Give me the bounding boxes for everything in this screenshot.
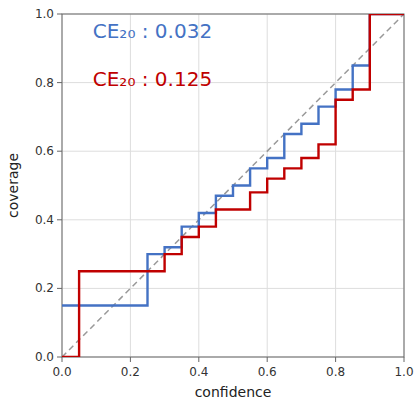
y-tick-label: 0.6 [35, 144, 54, 158]
y-tick [57, 82, 62, 83]
x-tick [130, 357, 131, 362]
y-tick [57, 357, 62, 358]
x-tick-label: 0.4 [189, 365, 208, 379]
grid-line-y [62, 151, 404, 152]
chart: 0.0 0.2 0.4 0.6 0.8 1.0 0.0 0.2 0.4 0.6 0.8 1.0 conf… [0, 0, 420, 409]
x-tick [267, 357, 268, 362]
annotation: CE₂₀ : 0.125 [93, 67, 212, 91]
grid [62, 14, 404, 357]
y-tick [57, 219, 62, 220]
y-tick-label: 0.4 [35, 213, 54, 227]
step-line [62, 14, 404, 306]
plot-frame [62, 14, 404, 357]
x-tick-label: 0.0 [52, 365, 71, 379]
x-tick-label: 0.6 [258, 365, 277, 379]
x-tick [404, 357, 405, 362]
grid-line-y [62, 288, 404, 289]
y-tick-label: 1.0 [35, 7, 54, 21]
step-line [62, 14, 404, 357]
grid-line-x [335, 14, 336, 357]
x-tick [62, 357, 63, 362]
plot-area [62, 14, 404, 357]
grid-line-x [198, 14, 199, 357]
reference-line [62, 14, 404, 357]
annotation: CE₂₀ : 0.032 [93, 19, 212, 43]
y-axis-label: coverage [5, 153, 21, 218]
axes: 0.0 0.2 0.4 0.6 0.8 1.0 0.0 0.2 0.4 0.6 0.8 1.0 [35, 7, 414, 379]
y-tick [57, 14, 62, 15]
x-tick [335, 357, 336, 362]
x-tick-label: 0.8 [326, 365, 345, 379]
y-tick-label: 0.0 [35, 350, 54, 364]
y-tick-label: 0.8 [35, 76, 54, 90]
x-axis-label: confidence [195, 384, 272, 400]
x-tick-label: 1.0 [394, 365, 413, 379]
x-tick [198, 357, 199, 362]
grid-line-y [62, 219, 404, 220]
y-tick-label: 0.2 [35, 281, 54, 295]
series-group [62, 14, 404, 357]
y-tick [57, 151, 62, 152]
x-tick-label: 0.2 [121, 365, 140, 379]
y-tick [57, 288, 62, 289]
